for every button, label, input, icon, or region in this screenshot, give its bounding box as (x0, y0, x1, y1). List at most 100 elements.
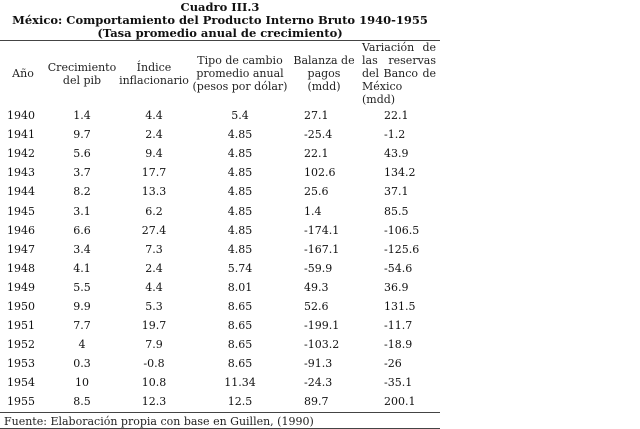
table-cell: -25.4 (304, 128, 333, 142)
table-caption: Cuadro III.3 México: Comportamiento del … (0, 0, 440, 40)
table-cell: 37.1 (384, 185, 409, 199)
table-cell: 4.4 (145, 109, 163, 123)
table-cell: 22.1 (304, 147, 329, 161)
table-cell: 13.3 (141, 185, 167, 199)
document: Cuadro III.3 México: Comportamiento del … (0, 0, 440, 429)
column-header-exchange-rate: Tipo de cambio promedio anual (pesos por… (192, 54, 288, 93)
data-table: Año Crecimiento del pib Índice inflacion… (0, 41, 440, 412)
table-cell: -174.1 (304, 223, 340, 237)
top-rule (0, 40, 440, 41)
table-cell: 4.85 (227, 128, 253, 142)
table-cell: 85.5 (384, 204, 409, 218)
table-cell: 1949 (7, 280, 35, 294)
table-cell: 1951 (7, 319, 35, 333)
table-row: 1940 1.4 4.4 5.4 27.1 22.1 (0, 106, 440, 125)
table-cell: 1942 (7, 147, 35, 161)
table-cell: 8.65 (227, 299, 253, 313)
table-cell: 27.4 (141, 223, 167, 237)
table-cell: 4.85 (227, 223, 253, 237)
table-row: 1947 3.4 7.3 4.85 -167.1 -125.6 (0, 240, 440, 259)
table-cell: 7.9 (145, 338, 163, 352)
table-cell: 7.3 (145, 242, 163, 256)
table-cell: 4.85 (227, 242, 253, 256)
table-cell: 1945 (7, 204, 35, 218)
table-cell: 5.74 (227, 261, 253, 275)
table-cell: 1952 (7, 338, 35, 352)
caption-title: México: Comportamiento del Producto Inte… (12, 13, 428, 27)
table-row: 1949 5.5 4.4 8.01 49.3 36.9 (0, 278, 440, 297)
table-cell: 10 (75, 376, 89, 390)
table-row: 1951 7.7 19.7 8.65 -199.1 -11.7 (0, 316, 440, 335)
table-cell: 1943 (7, 166, 35, 180)
table-cell: 1955 (7, 395, 35, 409)
table-cell: 36.9 (384, 280, 409, 294)
table-cell: 8.01 (227, 280, 253, 294)
footer-rule (0, 427, 440, 429)
column-header-growth: Crecimiento del pib (47, 60, 117, 87)
table-cell: 5.3 (145, 299, 163, 313)
table-cell: 4.4 (145, 280, 163, 294)
table-cell: 9.7 (73, 128, 91, 142)
table-cell: 3.1 (73, 204, 91, 218)
table-cell: 8.65 (227, 338, 253, 352)
table-row: 1955 8.5 12.3 12.5 89.7 200.1 (0, 392, 440, 411)
column-header-year: Año (12, 67, 34, 80)
table-cell: 10.8 (141, 376, 167, 390)
table-cell: 1954 (7, 376, 35, 390)
table-cell: 1940 (7, 109, 35, 123)
table-cell: 3.4 (73, 242, 91, 256)
table-cell: 3.7 (73, 166, 91, 180)
caption-number: Cuadro III.3 (180, 0, 260, 14)
table-cell: -106.5 (384, 223, 420, 237)
table-row: 1948 4.1 2.4 5.74 -59.9 -54.6 (0, 259, 440, 278)
table-cell: 1946 (7, 223, 35, 237)
table-cell: 131.5 (384, 299, 416, 313)
table-row: 1953 0.3 -0.8 8.65 -91.3 -26 (0, 354, 440, 373)
table-cell: 9.4 (145, 147, 163, 161)
table-cell: 1944 (7, 185, 35, 199)
table-cell: 17.7 (141, 166, 167, 180)
table-row: 1944 8.2 13.3 4.85 25.6 37.1 (0, 182, 440, 201)
table-cell: 1953 (7, 357, 35, 371)
table-cell: 4.85 (227, 185, 253, 199)
table-cell: 49.3 (304, 280, 329, 294)
header-row: Año Crecimiento del pib Índice inflacion… (0, 41, 440, 106)
table-cell: 4.85 (227, 166, 253, 180)
table-cell: -11.7 (384, 319, 413, 333)
table-cell: 134.2 (384, 166, 416, 180)
table-row: 1943 3.7 17.7 4.85 102.6 134.2 (0, 163, 440, 182)
table-cell: 8.2 (73, 185, 91, 199)
table-cell: 2.4 (145, 128, 163, 142)
table-cell: 52.6 (304, 299, 329, 313)
table-cell: -103.2 (304, 338, 340, 352)
table-cell: 19.7 (141, 319, 167, 333)
table-cell: -26 (384, 357, 402, 371)
table-cell: 1950 (7, 299, 35, 313)
column-header-reserves: Variación de las reservas del Banco de M… (362, 41, 436, 106)
table-cell: -0.8 (143, 357, 165, 371)
table-cell: -35.1 (384, 376, 413, 390)
table-row: 1941 9.7 2.4 4.85 -25.4 -1.2 (0, 125, 440, 144)
table-cell: -199.1 (304, 319, 340, 333)
table-cell: 0.3 (73, 357, 91, 371)
bottom-rule (0, 411, 440, 413)
table-cell: -54.6 (384, 261, 413, 275)
table-cell: -1.2 (384, 128, 406, 142)
table-cell: 4.85 (227, 204, 253, 218)
table-cell: 6.6 (73, 223, 91, 237)
table-body: 1940 1.4 4.4 5.4 27.1 22.1 1941 9.7 2.4 4.85 -25.4… (0, 106, 440, 412)
table-cell: 9.9 (73, 299, 91, 313)
table-cell: -91.3 (304, 357, 333, 371)
table-cell: 102.6 (304, 166, 336, 180)
column-header-balance: Balanza de pagos (mdd) (293, 54, 355, 93)
table-cell: 1941 (7, 128, 35, 142)
table-cell: -18.9 (384, 338, 413, 352)
table-cell: 12.3 (141, 395, 167, 409)
table-cell: 8.5 (73, 395, 91, 409)
table-cell: -125.6 (384, 242, 420, 256)
table-row: 1942 5.6 9.4 4.85 22.1 43.9 (0, 144, 440, 163)
table-cell: 5.5 (73, 280, 91, 294)
table-cell: 6.2 (145, 204, 163, 218)
table-row: 1946 6.6 27.4 4.85 -174.1 -106.5 (0, 221, 440, 240)
table-cell: 89.7 (304, 395, 329, 409)
